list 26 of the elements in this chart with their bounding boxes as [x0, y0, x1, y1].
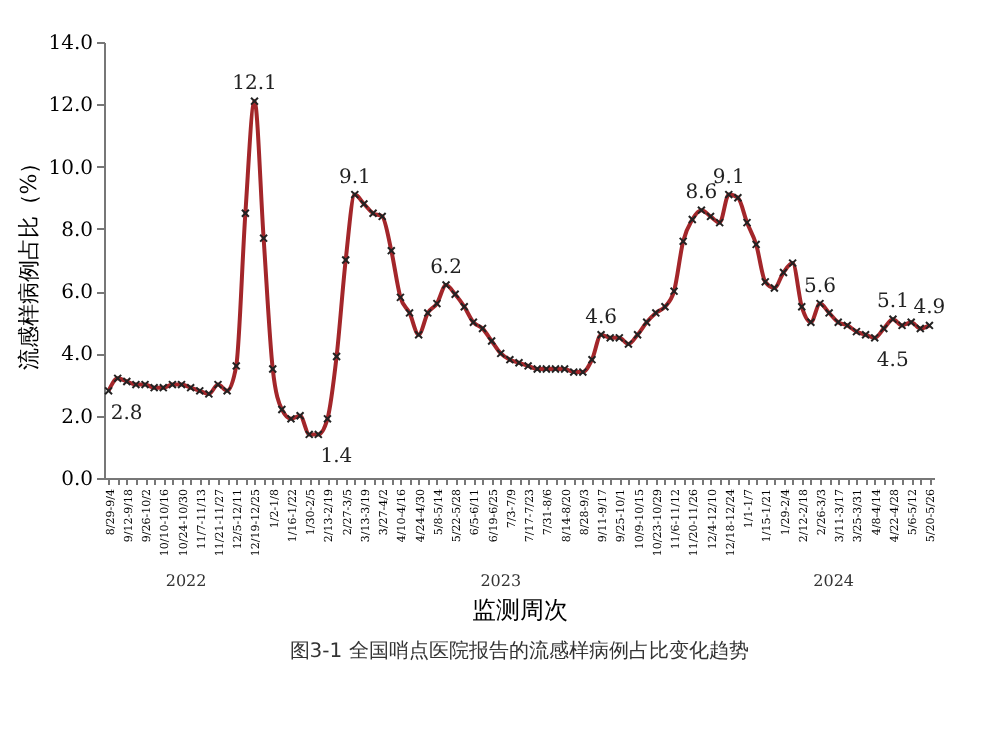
x-axis-title: 监测周次 — [472, 596, 568, 625]
data-label: 4.6 — [585, 306, 617, 329]
y-tick-label: 2.0 — [61, 406, 93, 429]
text: 2022 — [165, 572, 207, 590]
y-tick-label: 12.0 — [48, 95, 93, 118]
data-label: 2.8 — [110, 402, 143, 425]
data-label: 5.6 — [804, 275, 836, 298]
text: 图3-1 全国哨点医院报告的流感样病例占比变化趋势 — [289, 639, 749, 664]
data-label: 4.5 — [876, 349, 909, 372]
y-tick-label: 4.0 — [61, 344, 93, 367]
text: 2024 — [813, 572, 855, 590]
y-tick-label: 0.0 — [61, 469, 93, 491]
y-tick-label: 8.0 — [61, 219, 93, 242]
data-label: 9.1 — [712, 166, 745, 189]
data-label: 8.6 — [685, 182, 718, 205]
data-label: 1.4 — [320, 446, 353, 469]
text: 2023 — [480, 572, 522, 590]
y-axis-title: 流感样病例占比（%） — [16, 151, 43, 371]
data-label: 4.9 — [913, 297, 946, 320]
data-label: 12.1 — [232, 73, 277, 96]
data-label: 5.1 — [877, 291, 909, 314]
data-label: 9.1 — [338, 166, 371, 189]
y-tick-label: 14.0 — [48, 33, 93, 55]
y-tick-label: 6.0 — [61, 282, 93, 305]
data-label: 6.2 — [430, 256, 462, 279]
y-tick-label: 10.0 — [48, 157, 93, 180]
